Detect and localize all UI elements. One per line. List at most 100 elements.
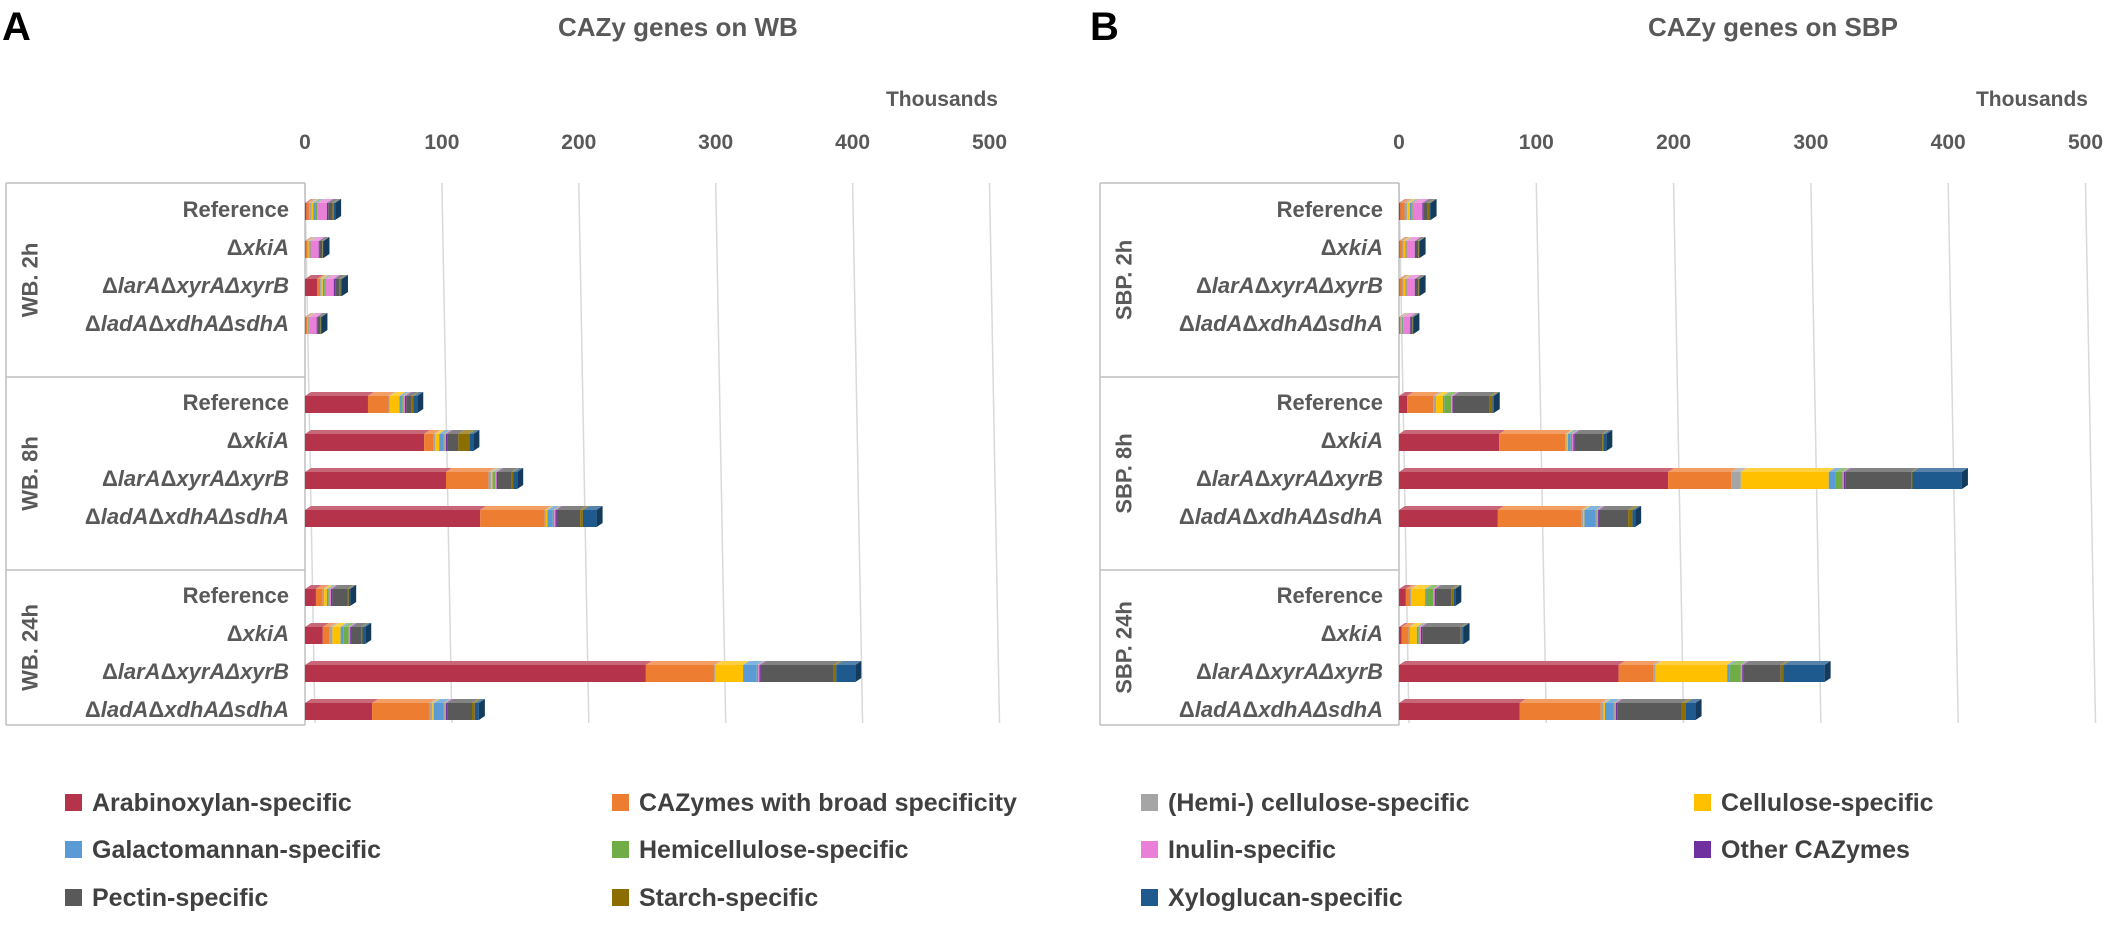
bar-segment-top-cellulose [389, 392, 406, 396]
bar-end-cap [417, 392, 424, 413]
category-label-part: xyrAΔxyrB [1269, 466, 1383, 491]
bar-segment-starch [320, 317, 321, 334]
group-label: WB. 24h [18, 604, 43, 691]
bar-segment-hemicell [343, 627, 349, 644]
category-label-part: xdhAΔsdhA [1257, 311, 1383, 336]
legend-swatch [1141, 794, 1158, 811]
bar-segment-xylo [1412, 317, 1414, 334]
bar-segment-other [1414, 279, 1416, 296]
category-label-part: larA [1212, 466, 1255, 491]
bar-segment-xylo [348, 589, 351, 606]
bar-segment-galacto [743, 665, 757, 682]
bar-segment-inulin [317, 203, 327, 220]
stacked-bar [1399, 237, 1426, 258]
stacked-bar [305, 313, 328, 334]
bar-segment-top-other [333, 275, 342, 279]
bar-segment-top-pectin [335, 275, 346, 279]
legend-swatch [1141, 841, 1158, 858]
bar-segment-broad [372, 703, 430, 720]
bar-segment-top-hemicell [1570, 430, 1578, 434]
category-label-part: Δ [1196, 659, 1212, 684]
bar-segment-top-broad [424, 430, 440, 434]
bar-segment-pectin [1415, 241, 1419, 258]
legend-item-broad: CAZymes with broad specificity [612, 789, 1017, 817]
bar-segment-top-other [759, 661, 767, 665]
bar-segment-top-arabinoxylan [1399, 313, 1406, 317]
bar-segment-top-pectin [1423, 199, 1434, 203]
bar-segment-hemi [1565, 434, 1567, 451]
bar-segment-top-galacto [1567, 430, 1577, 434]
bar-segment-top-broad [322, 623, 336, 627]
axis-units-label: Thousands [886, 88, 998, 111]
bar-segment-top-other [1409, 313, 1417, 317]
chart-panel-a: A CAZy genes on WB Thousands 0 100 200 300 400 5… [2, 5, 1007, 726]
bar-segment-top-broad [372, 699, 436, 703]
bar-segment-inulin [1451, 396, 1453, 413]
bar-segment-xylo [413, 396, 418, 413]
bar-segment-hemi [714, 665, 716, 682]
bar-segment-top-hemi [388, 392, 396, 396]
bar-segment-top-hemi [544, 506, 552, 510]
bar-segment-starch [347, 589, 349, 606]
bar-segment-hemicell [1835, 472, 1843, 489]
bar-segment-hemicell [493, 472, 496, 489]
bar-segment-top-galacto [547, 506, 559, 510]
bar-segment-arabinoxylan [305, 279, 318, 296]
bar-segment-top-other [446, 699, 454, 703]
x-tick-label: 0 [1393, 131, 1405, 154]
bar-segment-other [333, 279, 336, 296]
bar-segment-other [1452, 396, 1454, 413]
bar-segment-top-other [326, 199, 335, 203]
bar-segment-galacto [340, 627, 344, 644]
category-label-part: xkiA [242, 621, 289, 646]
bar-segment-hemicell [402, 396, 404, 413]
bar-segment-galacto [433, 703, 444, 720]
bar-segment-top-galacto [326, 585, 335, 589]
bar-segment-top-starch [1602, 430, 1610, 434]
legend-item-cellulose: Cellulose-specific [1694, 789, 1934, 817]
bar-segment-inulin [310, 241, 319, 258]
bar-segment-top-hemicell [328, 585, 336, 589]
category-label-part: Δ [161, 466, 177, 491]
bar-segment-top-other [1573, 430, 1581, 434]
bar-end-cap [478, 699, 485, 720]
category-label-part: Δ [227, 235, 243, 260]
gridline [851, 182, 864, 724]
bar-segment-pectin [1617, 703, 1682, 720]
bar-segment-hemi [322, 589, 325, 606]
bar-segment-cellulose [1582, 510, 1585, 527]
bar-segment-top-cellulose [1436, 392, 1449, 396]
bar-segment-top-xylo [1418, 237, 1426, 241]
bar-segment-top-hemi [320, 275, 328, 279]
category-label-part: ladA [101, 504, 149, 529]
bar-segment-top-cellulose [321, 275, 329, 279]
panel-letter: B [1090, 5, 1119, 49]
bar-segment-top-pectin [1743, 661, 1787, 665]
axis-units-label: Thousands [1976, 88, 2088, 111]
bar-segment-pectin [335, 279, 340, 296]
bar-segment-hemi [309, 203, 312, 220]
bar-segment-top-starch [458, 430, 476, 434]
bar-segment-top-hemicell [1613, 699, 1621, 703]
bar-segment-hemicell [756, 665, 759, 682]
x-tick-label: 500 [2068, 131, 2103, 154]
bar-segment-broad [424, 434, 434, 451]
bar-segment-top-other [1598, 506, 1606, 510]
bar-segment-hemi [307, 317, 308, 334]
bar-segment-galacto [313, 203, 316, 220]
bar-segment-hemi [307, 241, 309, 258]
bar-segment-cellulose [1409, 627, 1417, 644]
bar-segment-xylo [1632, 510, 1636, 527]
category-label-part: ladA [101, 311, 149, 336]
bar-segment-top-starch [580, 506, 589, 510]
bar-segment-top-broad [315, 585, 329, 589]
bar-segment-top-galacto [1828, 468, 1842, 472]
bar-segment-arabinoxylan [1399, 241, 1400, 258]
category-label-part: xkiA [1336, 428, 1383, 453]
category-label-part: xkiA [1336, 235, 1383, 260]
bar-segment-top-broad [317, 275, 327, 279]
bar-segment-xylo [1418, 279, 1420, 296]
bar-segment-hemicell [1418, 627, 1420, 644]
bar-segment-starch [1418, 241, 1419, 258]
bar-segment-hemi [1409, 589, 1412, 606]
